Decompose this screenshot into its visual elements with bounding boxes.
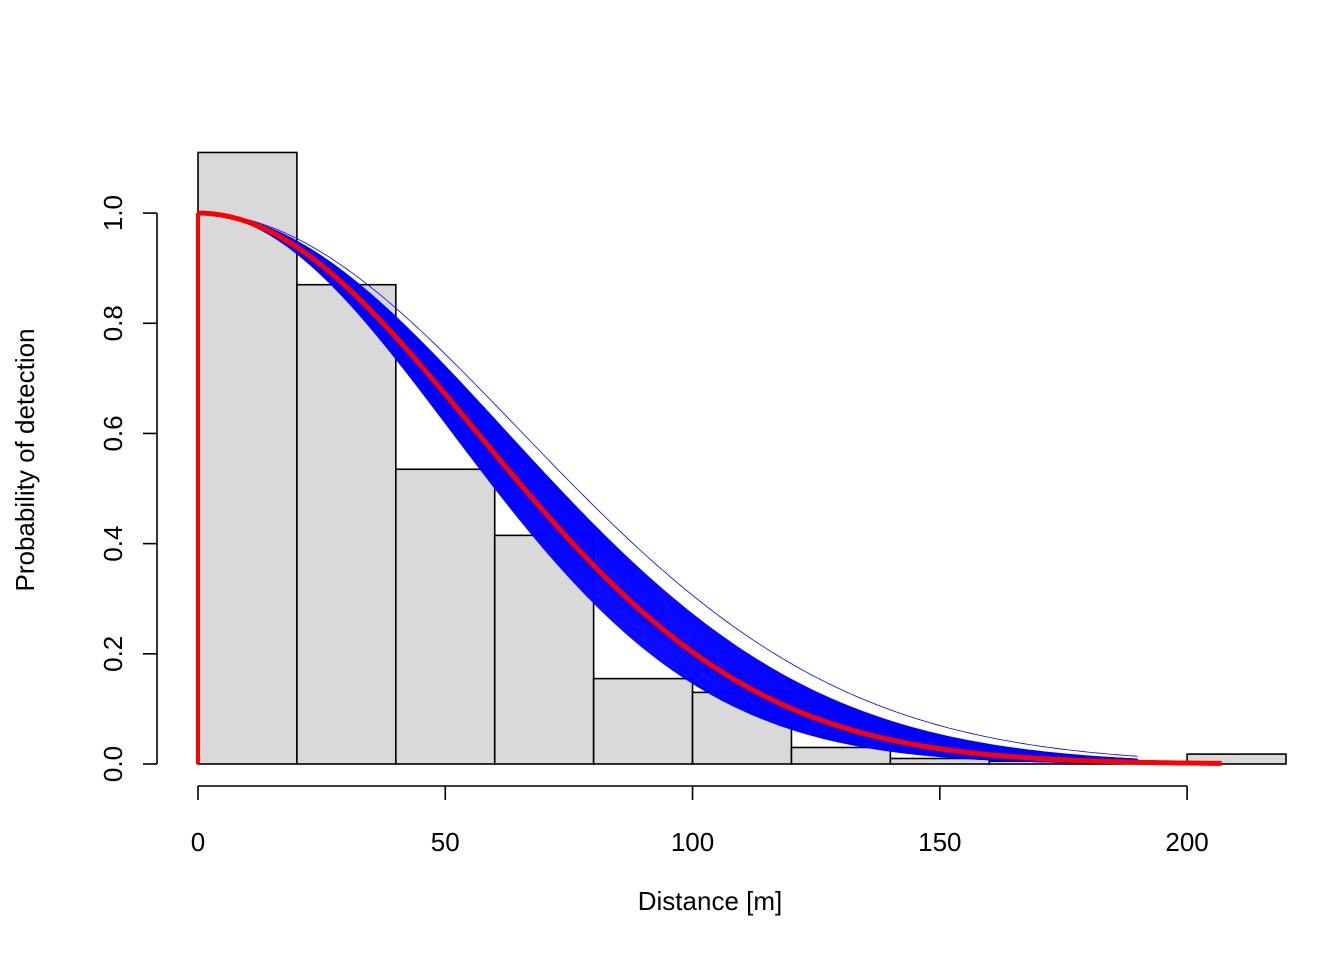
histogram-bar	[395, 468, 496, 765]
y-tick-label: 0.2	[98, 636, 128, 672]
x-tick-label: 100	[671, 827, 714, 857]
y-tick-label: 0.8	[98, 305, 128, 341]
y-tick-label: 0.4	[98, 526, 128, 562]
histogram-bar	[296, 283, 397, 765]
histogram-bar	[790, 746, 892, 765]
histogram-bar	[592, 677, 694, 765]
y-tick-label: 1.0	[98, 195, 128, 231]
y-axis-title: Probability of detection	[10, 328, 40, 591]
x-tick-label: 150	[918, 827, 961, 857]
y-tick-label: 0.6	[98, 415, 128, 451]
x-tick-label: 200	[1165, 827, 1208, 857]
bootstrap-curve	[197, 212, 1138, 757]
y-axis: 0.0 0.2 0.4 0.6 0.8 1.0	[98, 195, 158, 782]
x-tick-label: 0	[191, 827, 205, 857]
histogram-bar	[1186, 753, 1287, 765]
x-axis-title: Distance [m]	[638, 886, 783, 916]
y-tick-label: 0.0	[98, 746, 128, 782]
x-axis: 0 50 100 150 200	[191, 785, 1209, 857]
bootstrap-curve	[197, 212, 1138, 760]
histogram-bar	[197, 151, 298, 765]
x-tick-label: 50	[431, 827, 460, 857]
fitted-curve	[197, 210, 1222, 766]
fitted-curve-group	[196, 210, 1222, 766]
